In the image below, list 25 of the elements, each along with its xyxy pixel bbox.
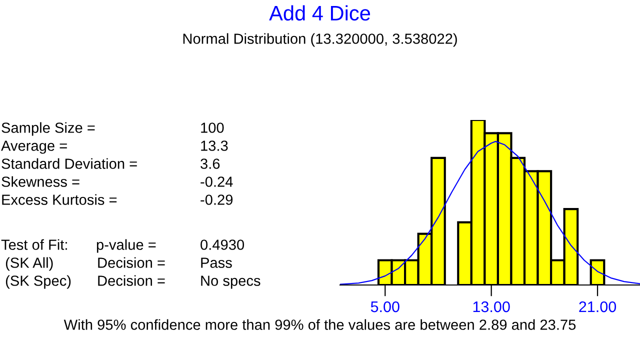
text: (SK Spec) xyxy=(6,275,71,289)
text: Test of Fit: xyxy=(1,239,67,250)
text: p-value = xyxy=(96,239,156,253)
text: -0.29 xyxy=(200,194,233,205)
text: Standard Deviation = xyxy=(2,158,137,169)
chart-subtitle: Normal Distribution (13.320000, 3.538022) xyxy=(183,33,457,47)
text: Average = xyxy=(1,140,67,154)
text: Pass xyxy=(201,258,232,268)
text: Decision = xyxy=(98,257,165,268)
text: 100 xyxy=(201,122,224,133)
text: Excess Kurtosis = xyxy=(2,194,117,205)
x-tick-label: 13.00 xyxy=(473,301,510,312)
x-tick-label: 21.00 xyxy=(579,301,616,312)
text: With 95% confidence more than 99% of the values are between 2.89 and 23.75 xyxy=(64,319,576,330)
text: (SK All) xyxy=(6,257,53,271)
text: -0.24 xyxy=(200,176,233,187)
text: 0.4930 xyxy=(200,240,244,250)
text: Decision = xyxy=(98,275,165,286)
chart-title: Add 4 Dice xyxy=(269,5,370,21)
x-tick-label: 5.00 xyxy=(370,301,400,312)
text: 3.6 xyxy=(200,158,220,169)
text: Skewness = xyxy=(2,176,80,187)
text: 13.3 xyxy=(201,140,228,151)
text: Sample Size = xyxy=(2,122,95,136)
text: No specs xyxy=(201,276,260,289)
